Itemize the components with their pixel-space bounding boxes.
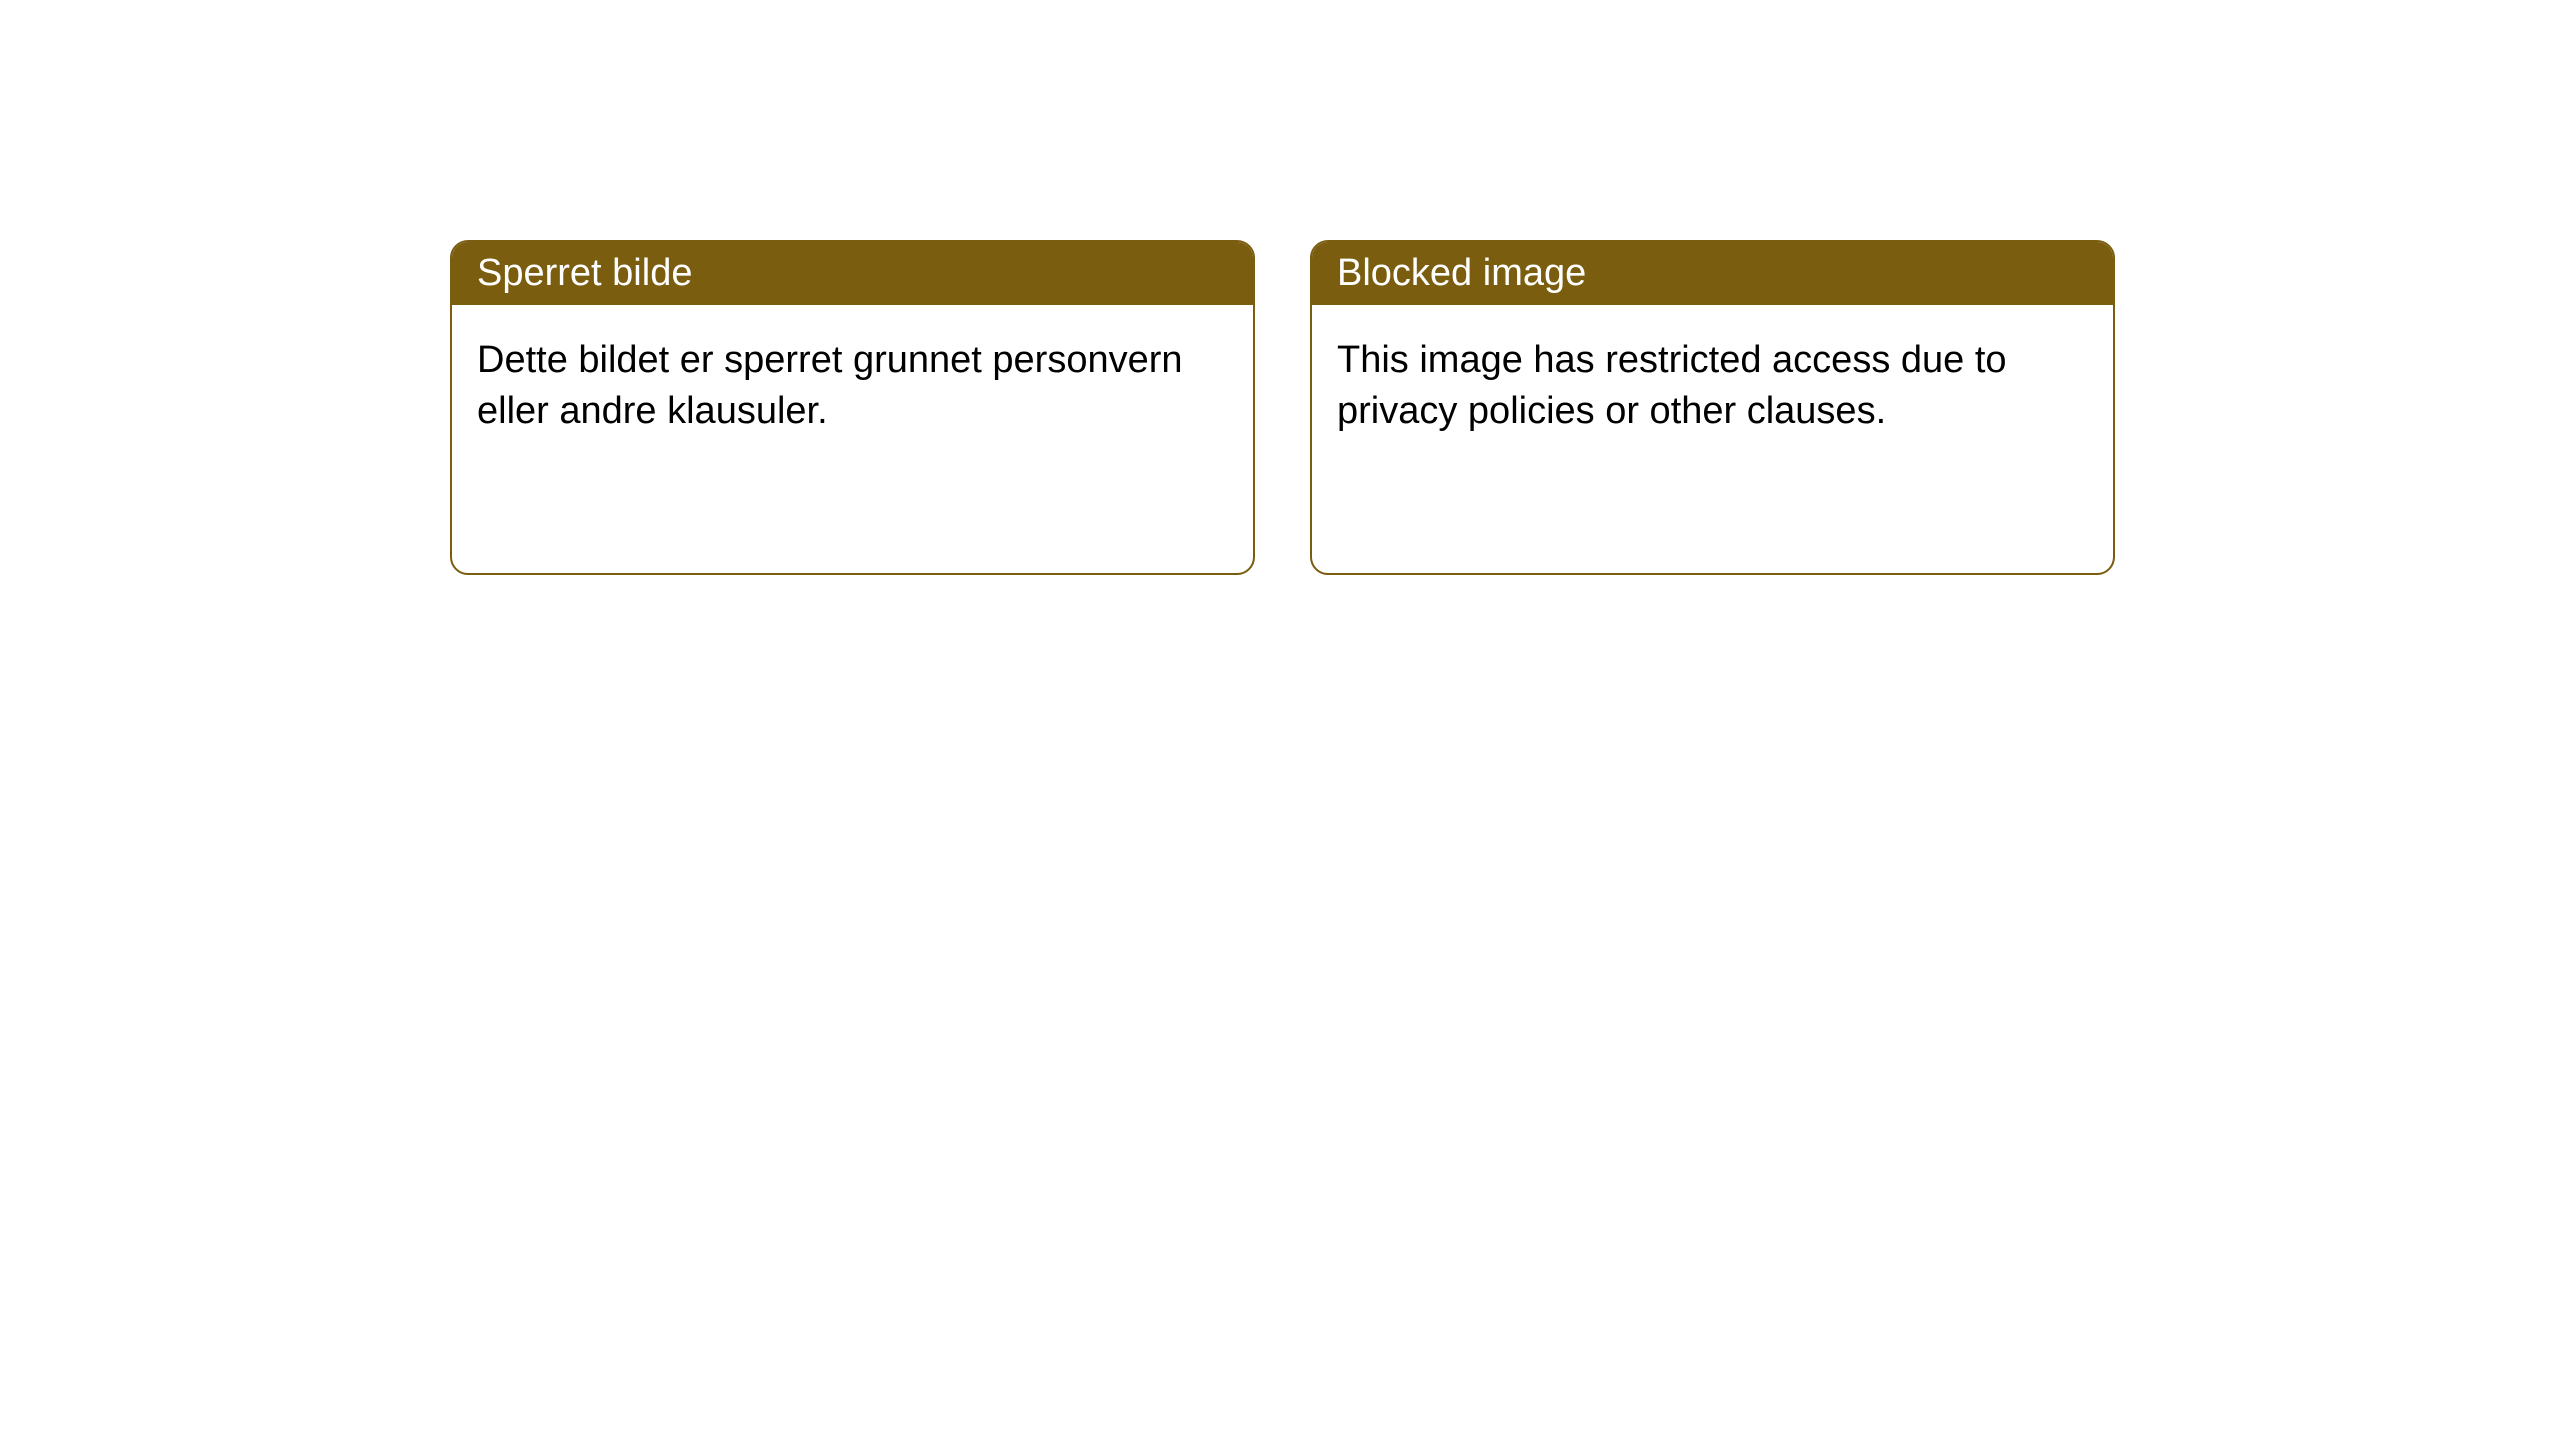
blocked-image-box-no: Sperret bilde Dette bildet er sperret gr… xyxy=(450,240,1255,575)
blocked-image-notice-container: Sperret bilde Dette bildet er sperret gr… xyxy=(450,240,2115,575)
blocked-image-header-no: Sperret bilde xyxy=(452,242,1253,305)
blocked-image-body-en: This image has restricted access due to … xyxy=(1312,305,2113,468)
blocked-image-header-en: Blocked image xyxy=(1312,242,2113,305)
blocked-image-box-en: Blocked image This image has restricted … xyxy=(1310,240,2115,575)
blocked-image-body-no: Dette bildet er sperret grunnet personve… xyxy=(452,305,1253,468)
